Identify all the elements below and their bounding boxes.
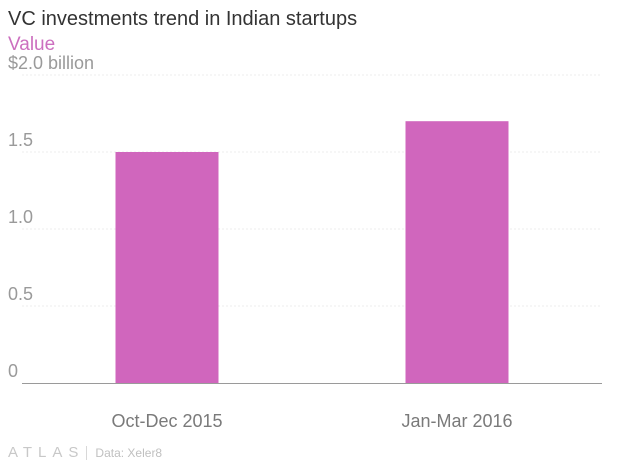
footer-divider: [86, 445, 88, 460]
category-label: Oct-Dec 2015: [111, 411, 222, 431]
chart-title: VC investments trend in Indian startups: [8, 8, 358, 30]
bar: [405, 121, 509, 383]
y-tick-label: 0.5: [8, 284, 33, 304]
legend-label-value: Value: [8, 34, 56, 55]
y-tick-labels: 0 0.5 1.0 1.5 $2.0 billion: [8, 53, 94, 381]
source-note: Data: Xeler8: [95, 445, 163, 460]
atlas-logo: ATLAS: [8, 444, 85, 461]
gridlines: [22, 74, 602, 307]
bars: [115, 121, 509, 383]
y-tick-label: $2.0 billion: [8, 53, 94, 73]
y-tick-label: 1.5: [8, 130, 33, 150]
category-labels: Oct-Dec 2015 Jan-Mar 2016: [111, 411, 512, 431]
footer: ATLAS Data: Xeler8: [8, 444, 162, 461]
category-label: Jan-Mar 2016: [401, 411, 512, 431]
y-tick-label: 0: [8, 361, 18, 381]
bar: [115, 152, 219, 383]
y-tick-label: 1.0: [8, 207, 33, 227]
